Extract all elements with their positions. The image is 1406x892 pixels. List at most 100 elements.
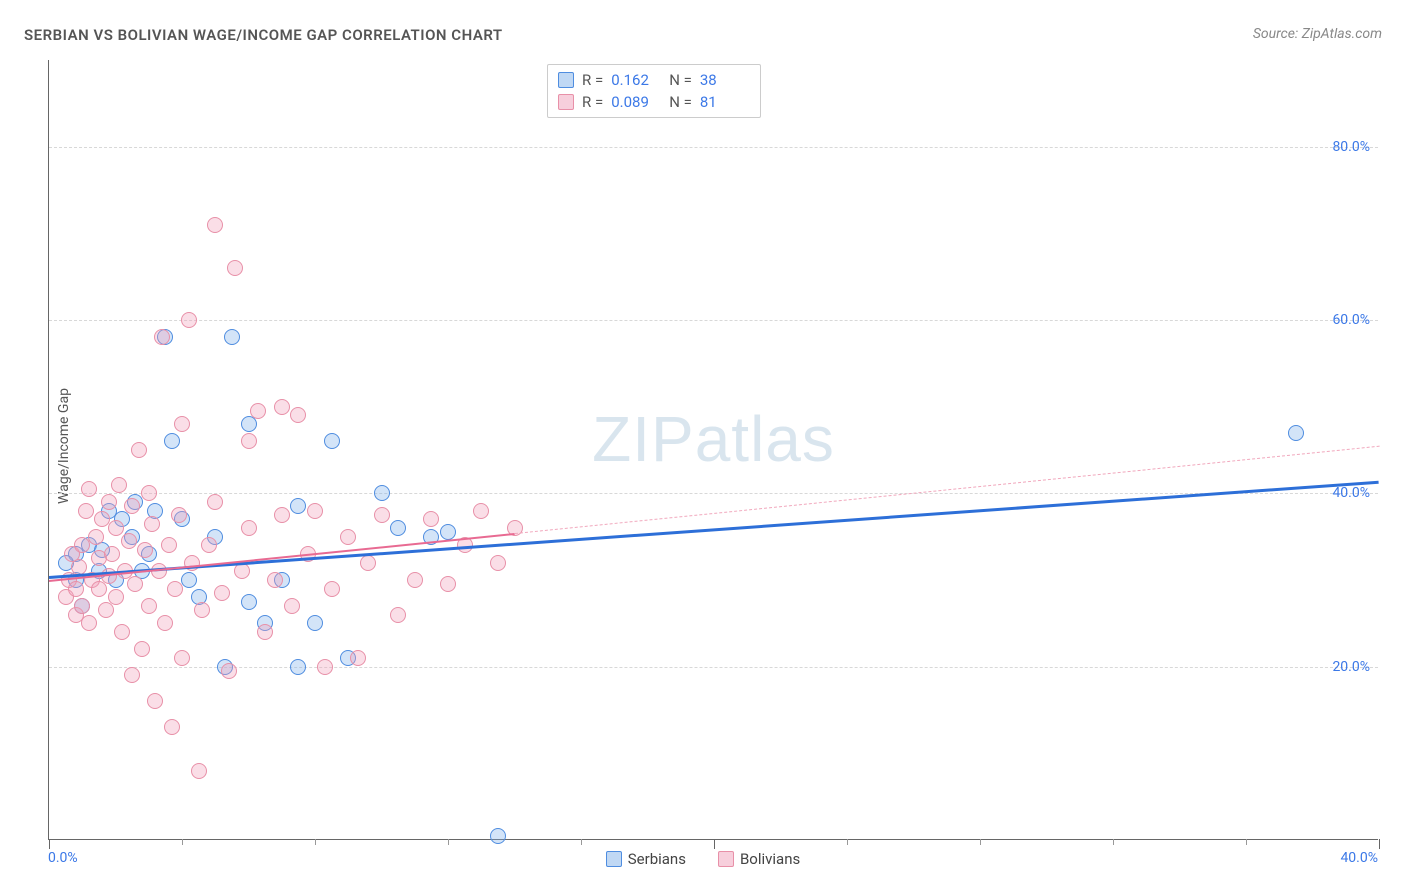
scatter-point (141, 485, 157, 501)
stats-row: R =0.162N =38 (558, 69, 750, 91)
scatter-point (174, 650, 190, 666)
gridline (49, 667, 1378, 668)
scatter-point (161, 537, 177, 553)
scatter-point (390, 520, 406, 536)
legend-label: Bolivians (740, 850, 800, 868)
scatter-point (234, 563, 250, 579)
scatter-point (167, 581, 183, 597)
scatter-point (317, 659, 333, 675)
scatter-point (154, 329, 170, 345)
y-tick-label: 20.0% (1332, 659, 1370, 675)
y-tick-label: 40.0% (1332, 485, 1370, 501)
gridline (49, 147, 1378, 148)
scatter-point (91, 581, 107, 597)
scatter-point (274, 507, 290, 523)
scatter-point (81, 481, 97, 497)
scatter-point (194, 602, 210, 618)
scatter-point (407, 572, 423, 588)
stats-row: R =0.089N =81 (558, 91, 750, 113)
scatter-point (241, 433, 257, 449)
scatter-point (307, 503, 323, 519)
scatter-point (350, 650, 366, 666)
scatter-point (360, 555, 376, 571)
scatter-point (174, 416, 190, 432)
scatter-point (257, 624, 273, 640)
scatter-point (340, 529, 356, 545)
scatter-point (241, 520, 257, 536)
series-legend: Serbians Bolivians (0, 850, 1406, 871)
y-tick-label: 60.0% (1332, 312, 1370, 328)
scatter-point (473, 503, 489, 519)
scatter-point (241, 416, 257, 432)
scatter-point (440, 524, 456, 540)
scatter-point (191, 763, 207, 779)
scatter-point (241, 594, 257, 610)
scatter-point (131, 442, 147, 458)
scatter-point (147, 693, 163, 709)
scatter-point (390, 607, 406, 623)
x-major-tick (1379, 839, 1380, 849)
legend-swatch (718, 851, 734, 867)
scatter-point (290, 659, 306, 675)
scatter-point (324, 433, 340, 449)
scatter-point (324, 581, 340, 597)
scatter-point (423, 511, 439, 527)
x-minor-tick (315, 839, 316, 845)
scatter-point (290, 407, 306, 423)
legend-swatch (606, 851, 622, 867)
legend-item: Bolivians (718, 850, 800, 868)
scatter-point (68, 581, 84, 597)
y-tick-label: 80.0% (1332, 139, 1370, 155)
scatter-point (78, 503, 94, 519)
scatter-point (267, 572, 283, 588)
series-swatch (558, 72, 574, 88)
scatter-point (284, 598, 300, 614)
x-minor-tick (182, 839, 183, 845)
scatter-point (374, 507, 390, 523)
scatter-point (224, 329, 240, 345)
legend-item: Serbians (606, 850, 686, 868)
scatter-point (74, 598, 90, 614)
r-label: R = (582, 93, 603, 111)
x-minor-tick (980, 839, 981, 845)
x-minor-tick (1113, 839, 1114, 845)
scatter-point (121, 533, 137, 549)
scatter-point (144, 516, 160, 532)
scatter-point (307, 615, 323, 631)
scatter-point (127, 576, 143, 592)
scatter-point (141, 598, 157, 614)
n-value: 38 (700, 71, 750, 89)
r-value: 0.162 (611, 71, 661, 89)
scatter-point (440, 576, 456, 592)
scatter-point (137, 542, 153, 558)
scatter-point (134, 641, 150, 657)
stats-legend-box: R = 0.162 N = 38 R =0.089N =81 (547, 64, 761, 118)
scatter-point (227, 260, 243, 276)
chart-title: SERBIAN VS BOLIVIAN WAGE/INCOME GAP CORR… (24, 26, 503, 44)
scatter-point (81, 615, 97, 631)
scatter-point (181, 312, 197, 328)
scatter-point (1288, 425, 1304, 441)
n-label: N = (669, 93, 692, 111)
watermark-part1: ZIP (592, 402, 695, 474)
scatter-point (250, 403, 266, 419)
scatter-point (108, 589, 124, 605)
legend-label: Serbians (628, 850, 686, 868)
scatter-point (490, 828, 506, 844)
scatter-point (171, 507, 187, 523)
watermark: ZIPatlas (592, 401, 835, 475)
scatter-point (157, 615, 173, 631)
x-minor-tick (1246, 839, 1247, 845)
x-minor-tick (448, 839, 449, 845)
x-major-tick (714, 839, 715, 849)
gridline (49, 320, 1378, 321)
r-label: R = (582, 71, 603, 89)
x-minor-tick (847, 839, 848, 845)
scatter-point (207, 217, 223, 233)
source-label: Source: ZipAtlas.com (1253, 26, 1382, 42)
scatter-point (111, 477, 127, 493)
scatter-point (164, 433, 180, 449)
x-major-tick (49, 839, 50, 849)
scatter-point (101, 494, 117, 510)
scatter-point (207, 494, 223, 510)
